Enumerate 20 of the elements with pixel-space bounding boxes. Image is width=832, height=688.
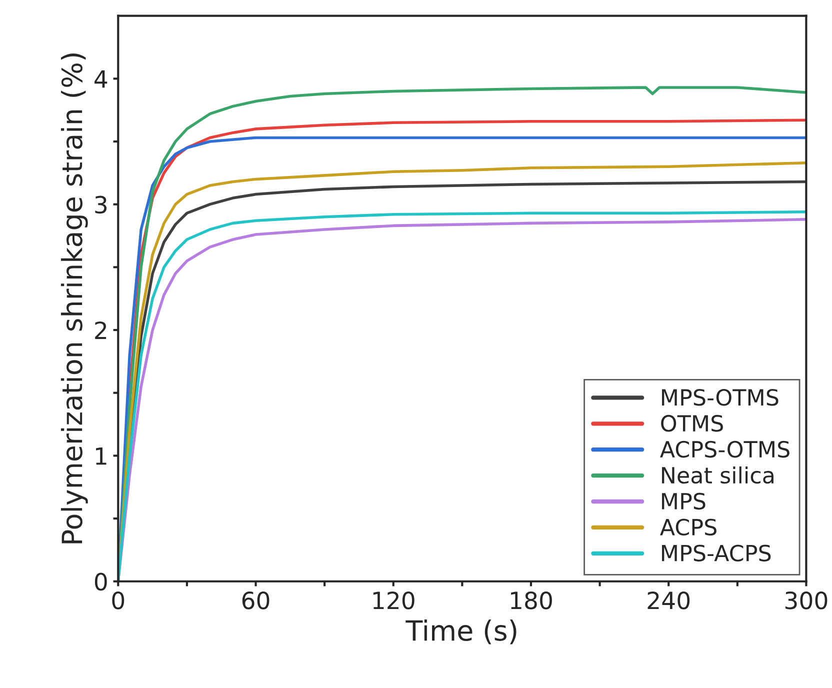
legend-label: MPS-OTMS xyxy=(662,388,778,406)
legend-label: OTMS xyxy=(661,414,723,432)
x-tick-label: 120 xyxy=(373,592,414,610)
y-tick-label: 1 xyxy=(96,447,106,465)
legend-label: Neat silica xyxy=(662,466,774,484)
y-tick-label: 2 xyxy=(95,321,106,339)
x-tick-label: 60 xyxy=(242,592,270,610)
legend-label: MPS xyxy=(662,492,706,510)
legend-label: MPS-ACPS xyxy=(662,544,771,562)
legend-label: ACPS xyxy=(660,518,716,536)
x-tick-label: 0 xyxy=(112,592,124,610)
x-tick-label: 300 xyxy=(785,592,828,610)
x-tick-label: 240 xyxy=(648,592,690,610)
y-tick-label: 0 xyxy=(94,572,107,591)
y-axis-title: Polymerization shrinkage strain (%) xyxy=(60,54,88,544)
y-tick-label: 3 xyxy=(95,196,107,214)
y-tick-label: 4 xyxy=(94,70,108,88)
legend-label: ACPS-OTMS xyxy=(660,440,790,458)
x-tick-label: 180 xyxy=(511,592,552,610)
x-axis-title: Time (s) xyxy=(406,619,516,644)
